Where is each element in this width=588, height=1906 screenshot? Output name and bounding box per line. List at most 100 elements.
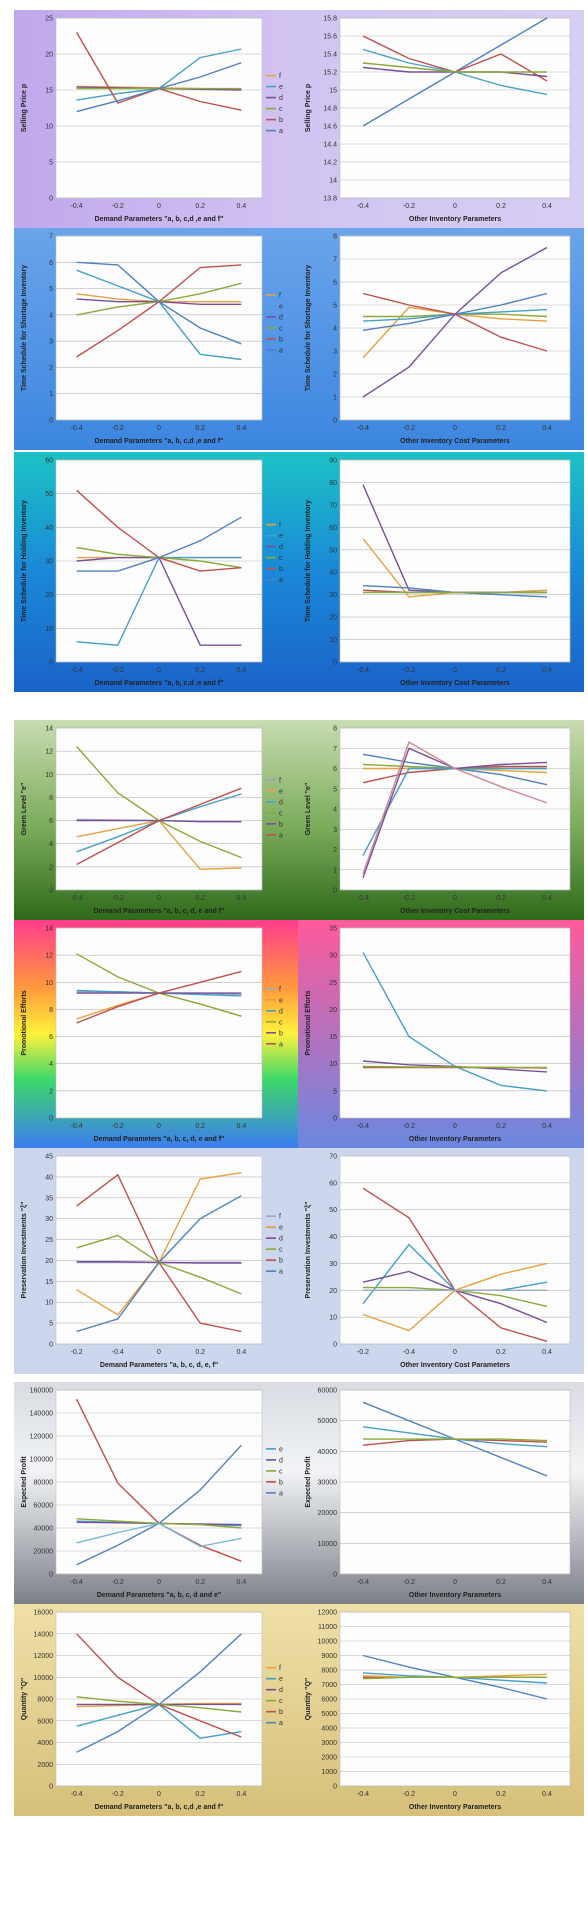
y-tick-label: 8000 [321,1668,337,1675]
x-tick-label: 0 [453,1349,457,1356]
chart-green-level-demand: 0 2 4 6 8 10 12 14 -0.4 -0.2 0 0.2 0.4 Demand Paramet… [21,726,283,916]
legend-label: b [279,1479,283,1486]
y-tick-label: 7 [49,234,53,241]
series-line [363,1438,548,1442]
x-tick-label: 0.2 [195,1349,205,1356]
legend-label: a [279,1269,283,1276]
x-axis-label: Demand Parameters "a, b, c, d and e" [97,1592,222,1599]
y-axis-label: Time Schedule for Holding Inventory [305,500,312,622]
y-tick-label: 8 [49,795,53,802]
x-tick-label: 0 [157,1123,161,1130]
legend-label: c [279,325,283,332]
y-tick-label: 5 [333,786,337,793]
y-tick-label: 6 [49,260,53,267]
x-tick-label: -0.2 [112,667,124,674]
legend-label: b [279,1030,283,1037]
legend-label: c [279,555,283,562]
legend-label: b [279,566,283,573]
x-tick-label: -0.4 [71,667,83,674]
x-tick-label: -0.4 [357,667,369,674]
series-line [76,970,242,1024]
y-tick-label: 0 [49,1572,53,1579]
x-tick-label: 0.4 [542,1791,552,1798]
legend-label: d [279,1687,283,1694]
y-tick-label: 2000 [321,1755,337,1762]
x-tick-label: 0.4 [542,1349,552,1356]
chart-holding-time-other: 0 10 20 30 40 50 60 70 80 90 -0.4 -0.2 0 0.2 0.4 Other … [305,458,571,687]
legend-label: e [279,1446,283,1453]
x-axis-label: Demand Parameters "a, b, c,d ,e and f" [95,216,224,223]
x-axis-label: Demand Parameters "a, b, c, d, e and f" [94,1136,225,1143]
y-axis-label: Preservation Investments "ξ" [305,1202,312,1299]
y-tick-label: 4 [49,1061,53,1068]
x-tick-label: -0.4 [357,425,369,432]
y-tick-label: 25 [45,1237,53,1244]
legend-label: a [279,128,283,135]
y-tick-label: 80 [329,480,337,487]
legend-label: e [279,303,283,310]
y-tick-label: 14 [45,926,53,933]
legend-label: b [279,821,283,828]
y-tick-label: 0 [333,1784,337,1791]
y-axis-label: Green Level "e" [21,783,28,836]
chart-promotional-other: 0 5 10 15 20 25 30 35 -0.4 -0.2 0 0.2 0.4 Other Inven… [305,926,571,1143]
y-tick-label: 30 [329,592,337,599]
y-tick-label: 10 [45,980,53,987]
x-tick-label: -0.4 [403,1349,415,1356]
y-tick-label: 40 [45,525,53,532]
y-tick-label: 4 [333,807,337,814]
y-tick-label: 15.4 [323,52,337,59]
x-tick-label: 0.2 [195,425,205,432]
x-tick-label: 0.2 [195,1123,205,1130]
y-tick-label: 6000 [37,1718,53,1725]
legend-label: b [279,336,283,343]
x-axis-label: Other Inventory Cost Parameters [400,1362,510,1369]
x-tick-label: 0 [453,203,457,210]
legend-label: f [279,986,281,993]
y-tick-label: 14 [329,178,337,185]
y-tick-label: 4 [49,312,53,319]
x-tick-label: 0 [453,1579,457,1586]
y-tick-label: 0 [333,418,337,425]
chart-preservation-demand: 0 5 10 15 20 25 30 35 40 45 -0.2 -0.4 0 0.2 0.4 Demand … [21,1154,283,1370]
x-tick-label: -0.4 [357,203,369,210]
legend-label: d [279,799,283,806]
series-line [76,1195,242,1333]
legend-label: d [279,1236,283,1243]
y-tick-label: 0 [49,1342,53,1349]
legend-label: c [279,1698,283,1705]
y-tick-label: 60 [329,1180,337,1187]
y-tick-label: 6 [49,1034,53,1041]
chart-green-level-other: 0 1 2 3 4 5 6 7 8 -0.4 -0.2 0 0.2 0.4 Other Inventory … [305,726,571,915]
y-tick-label: 10 [329,1061,337,1068]
x-tick-label: 0.2 [195,1579,205,1586]
y-tick-label: 10 [45,772,53,779]
y-tick-label: 30 [329,1261,337,1268]
x-tick-label: 0 [157,1791,161,1798]
y-tick-label: 20000 [34,1549,54,1556]
y-tick-label: 14.2 [323,160,337,167]
x-tick-label: 0 [157,667,161,674]
legend-label: a [279,347,283,354]
y-tick-label: 5 [333,303,337,310]
y-tick-label: 16000 [34,1610,54,1617]
x-tick-label: 0 [453,667,457,674]
series-line [76,1633,242,1753]
y-tick-label: 25 [329,980,337,987]
x-tick-label: 0.4 [542,1123,552,1130]
y-tick-label: 6000 [321,1697,337,1704]
x-tick-label: -0.4 [71,1791,83,1798]
x-tick-label: 0 [157,1349,161,1356]
x-axis-label: Other Inventory Cost Parameters [400,680,510,687]
x-tick-label: -0.2 [112,1579,124,1586]
y-tick-label: 90 [329,458,337,465]
y-tick-label: 1000 [321,1769,337,1776]
chart-expected-profit-demand: 0 20000 40000 60000 80000 100000 120000 140000 1… [21,1388,283,1600]
y-tick-label: 15 [329,1034,337,1041]
x-tick-label: -0.2 [71,1349,83,1356]
y-tick-label: 60 [45,458,53,465]
y-tick-label: 20 [329,615,337,622]
x-tick-label: -0.2 [403,203,415,210]
x-tick-label: -0.2 [357,1349,369,1356]
y-axis-label: Quantity "Q" [21,1678,28,1720]
